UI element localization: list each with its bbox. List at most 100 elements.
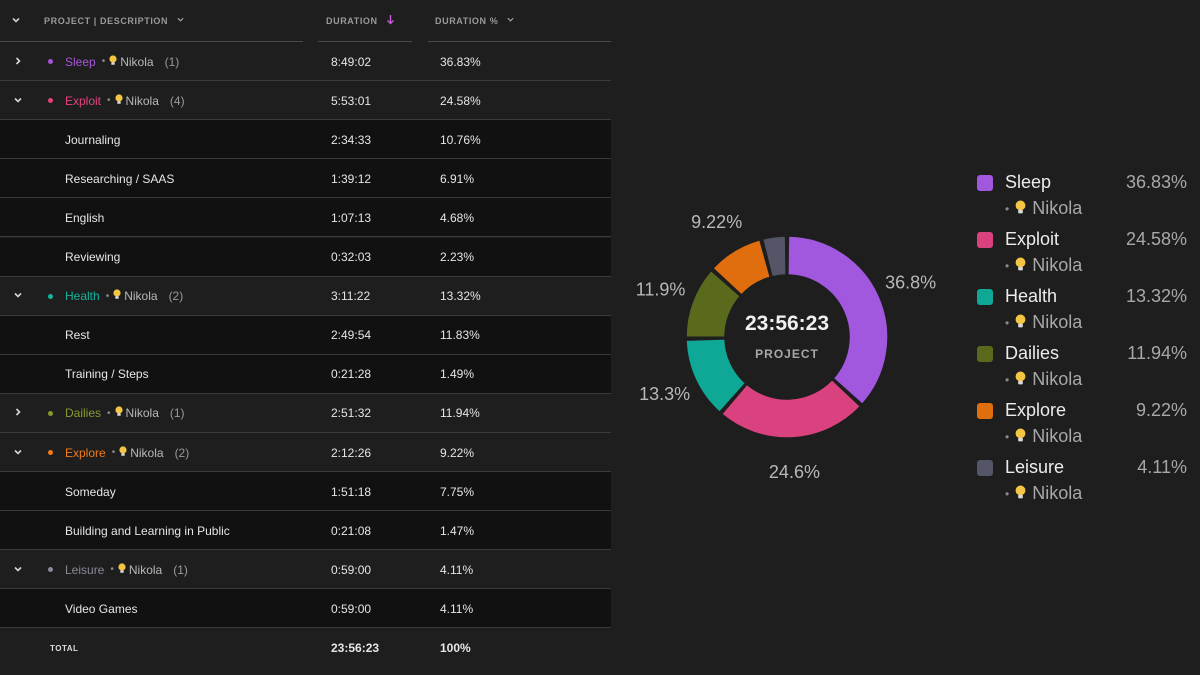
donut-slice-dailies[interactable]	[685, 269, 742, 339]
legend-item-sleep[interactable]: Sleep 36.83% • Nikola	[976, 170, 1191, 227]
legend-client: • Nikola	[1005, 483, 1082, 504]
total-percent: 100%	[440, 641, 471, 655]
lightbulb-icon	[1015, 314, 1026, 332]
duration-cell: 0:21:28	[331, 367, 372, 382]
collapse-toggle[interactable]	[0, 81, 36, 120]
separator-dot: •	[1005, 486, 1010, 501]
duration-cell: 0:59:00	[331, 562, 372, 577]
legend-client: • Nikola	[1005, 255, 1082, 276]
slice-label-explore: 9.22%	[691, 212, 742, 232]
legend-client: • Nikola	[1005, 312, 1082, 333]
column-header-percent-label: DURATION %	[435, 15, 499, 26]
legend-name: Explore	[1005, 400, 1067, 420]
client-name: Nikola	[125, 406, 159, 421]
description-name: Someday	[65, 484, 116, 499]
legend-name: Dailies	[1005, 343, 1060, 363]
separator-dot: •	[107, 407, 111, 419]
project-name[interactable]: Leisure	[65, 562, 105, 577]
project-name[interactable]: Exploit	[65, 93, 102, 108]
column-header-duration[interactable]: DURATION	[318, 0, 412, 42]
column-header-percent[interactable]: DURATION %	[428, 0, 611, 42]
donut-slice-explore[interactable]	[712, 238, 772, 296]
column-header-project[interactable]: PROJECT | DESCRIPTION	[32, 0, 303, 42]
donut-slice-sleep[interactable]	[787, 235, 889, 406]
legend-swatch	[977, 403, 993, 419]
legend-item-exploit[interactable]: Exploit 24.58% • Nikola	[976, 227, 1191, 284]
collapse-toggle[interactable]	[0, 433, 36, 472]
lightbulb-icon	[114, 93, 123, 108]
collapse-toggle[interactable]	[0, 550, 36, 589]
description-name: Reviewing	[65, 250, 121, 264]
collapse-toggle[interactable]	[0, 277, 36, 316]
project-name[interactable]: Explore	[65, 445, 106, 460]
separator-dot: •	[110, 564, 114, 576]
project-name[interactable]: Sleep	[65, 54, 96, 69]
chevron-down-icon	[506, 15, 515, 26]
separator-dot: •	[1005, 201, 1010, 216]
legend-swatch	[977, 232, 993, 248]
project-row[interactable]: Leisure • Nikola (1) 0:59:00 4.11%	[0, 550, 611, 590]
slice-label-exploit: 24.6%	[769, 462, 820, 480]
legend-swatch	[977, 460, 993, 476]
lightbulb-icon	[118, 563, 126, 577]
description-row[interactable]: Reviewing 0:32:03 2.23%	[0, 237, 611, 277]
separator-dot: •	[101, 56, 106, 67]
lightbulb-icon	[113, 289, 121, 303]
chevron-right-icon	[13, 55, 23, 69]
duration-cell: 0:32:03	[331, 250, 372, 264]
project-row[interactable]: Explore • Nikola (2) 2:12:26 9.22%	[0, 433, 611, 472]
chevron-down-icon	[13, 289, 23, 303]
lightbulb-icon	[109, 54, 117, 69]
lightbulb-icon	[114, 406, 123, 420]
separator-dot: •	[1005, 372, 1010, 387]
project-row[interactable]: Dailies • Nikola (1) 2:51:32 11.94%	[0, 393, 611, 433]
description-row[interactable]: Video Games 0:59:00 4.11%	[0, 589, 611, 629]
description-row[interactable]: Someday 1:51:18 7.75%	[0, 472, 611, 512]
legend-client-name: Nikola	[1032, 255, 1083, 275]
chevron-down-icon	[11, 15, 21, 27]
legend-item-explore[interactable]: Explore 9.22% • Nikola	[976, 398, 1191, 455]
project-row[interactable]: Sleep • Nikola (1) 8:49:02 36.83%	[0, 42, 611, 81]
legend-item-leisure[interactable]: Leisure 4.11% • Nikola	[976, 455, 1191, 512]
expand-toggle[interactable]	[0, 42, 36, 81]
donut-slice-health[interactable]	[685, 338, 747, 413]
percent-cell: 7.75%	[440, 484, 475, 499]
legend-percent: 13.32%	[1125, 286, 1187, 306]
legend-client-name: Nikola	[1032, 426, 1083, 446]
expand-toggle[interactable]	[0, 394, 36, 433]
description-row[interactable]: Training / Steps 0:21:28 1.49%	[0, 354, 611, 394]
donut-slice-exploit[interactable]	[720, 378, 862, 439]
description-row[interactable]: Journaling 2:34:33 10.76%	[0, 120, 611, 160]
donut-slice-leisure[interactable]	[761, 235, 787, 278]
percent-cell: 4.11%	[440, 601, 474, 616]
legend-name: Sleep	[1005, 172, 1052, 192]
lightbulb-icon	[1015, 200, 1026, 218]
client-name: Nikola	[125, 93, 159, 108]
chevron-down-icon	[13, 94, 23, 108]
expand-all-toggle[interactable]	[0, 0, 32, 42]
legend-item-dailies[interactable]: Dailies 11.94% • Nikola	[976, 341, 1191, 398]
column-header-project-label: PROJECT | DESCRIPTION	[44, 15, 169, 26]
description-row[interactable]: Researching / SAAS 1:39:12 6.91%	[0, 159, 611, 199]
chart-center-label: PROJECT	[755, 347, 819, 361]
project-color-dot	[48, 450, 53, 455]
legend-swatch	[977, 289, 993, 305]
separator-dot: •	[1005, 315, 1010, 330]
legend-item-health[interactable]: Health 13.32% • Nikola	[976, 284, 1191, 341]
legend-percent: 4.11%	[1137, 457, 1187, 477]
description-row[interactable]: Building and Learning in Public 0:21:08 1.…	[0, 511, 611, 551]
description-name: English	[65, 210, 105, 225]
project-cell: Health • Nikola (2)	[48, 277, 318, 316]
percent-cell: 1.49%	[440, 367, 475, 382]
project-name[interactable]: Dailies	[65, 406, 102, 421]
description-row[interactable]: English 1:07:13 4.68%	[0, 198, 611, 238]
slice-label-health: 13.3%	[639, 384, 690, 404]
client-name: Nikola	[128, 562, 163, 577]
client-name: Nikola	[130, 445, 164, 460]
entry-count: (1)	[164, 54, 180, 69]
chevron-down-icon	[13, 563, 23, 577]
project-name[interactable]: Health	[65, 289, 100, 304]
description-row[interactable]: Rest 2:49:54 11.83%	[0, 315, 611, 355]
project-row[interactable]: Exploit • Nikola (4) 5:53:01 24.58%	[0, 81, 611, 121]
project-row[interactable]: Health • Nikola (2) 3:11:22 13.32%	[0, 276, 611, 316]
